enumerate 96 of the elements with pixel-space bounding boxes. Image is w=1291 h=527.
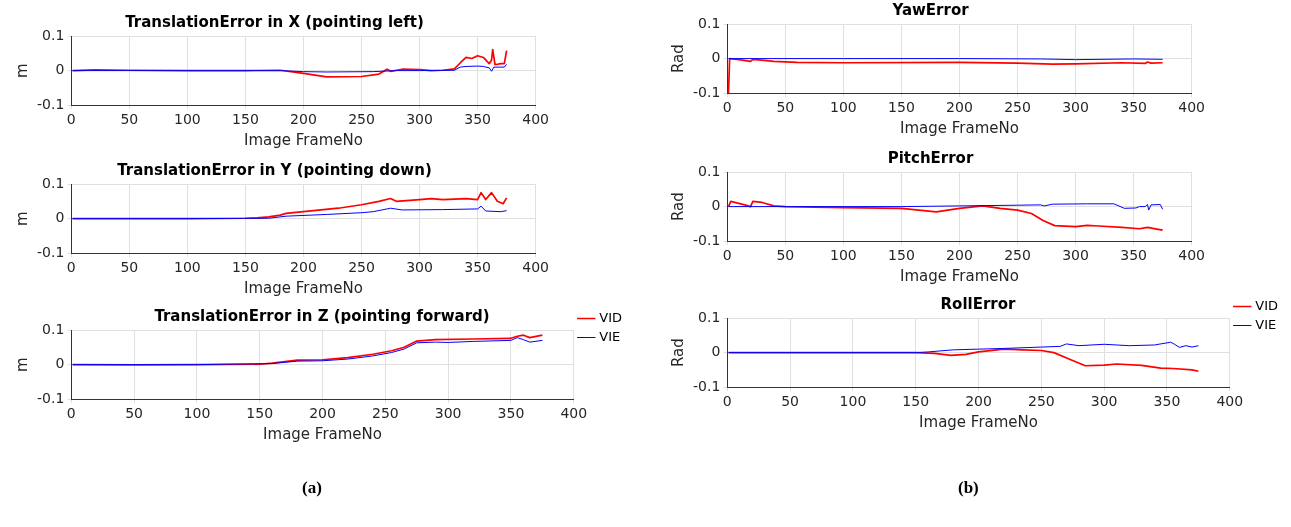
x-tick-label: 150 <box>888 99 915 116</box>
x-tick-label: 400 <box>560 405 588 422</box>
y-tick-label: 0 <box>55 355 65 372</box>
x-axis-title: Image FrameNo <box>244 278 363 297</box>
x-tick-label: 0 <box>722 393 732 410</box>
y-axis-title: m <box>12 63 31 78</box>
x-tick-label: 50 <box>781 393 800 410</box>
x-tick-label: 350 <box>1153 393 1181 410</box>
y-tick-label: -0.1 <box>692 83 721 100</box>
x-tick-label: 100 <box>174 111 201 128</box>
x-tick-label: 300 <box>1062 99 1089 116</box>
x-tick-label: 400 <box>1178 247 1206 264</box>
x-tick-label: 200 <box>946 99 973 116</box>
chart-title: TranslationError in Z (pointing forward) <box>154 306 490 325</box>
x-tick-label: 400 <box>522 259 550 276</box>
x-tick-label: 250 <box>348 111 375 128</box>
legend-label: VIE <box>1255 316 1277 332</box>
y-tick-label: -0.1 <box>692 377 721 394</box>
x-tick-label: 350 <box>497 405 525 422</box>
x-tick-label: 200 <box>965 393 992 410</box>
x-tick-label: 100 <box>183 405 211 422</box>
y-tick-label: 0 <box>711 49 721 66</box>
x-tick-label: 400 <box>1216 393 1244 410</box>
text: (b) <box>958 478 979 498</box>
x-axis-title: Image FrameNo <box>244 130 363 149</box>
y-tick-label: 0 <box>711 343 721 360</box>
x-tick-label: 200 <box>946 247 973 264</box>
x-tick-label: 250 <box>348 259 375 276</box>
x-tick-label: 400 <box>1178 99 1206 116</box>
y-axis-title: m <box>12 211 31 226</box>
x-axis-title: Image FrameNo <box>919 412 1038 431</box>
x-tick-label: 150 <box>232 111 259 128</box>
chart-title: YawError <box>891 0 970 19</box>
text: (a) <box>302 478 322 498</box>
x-tick-label: 300 <box>1062 247 1089 264</box>
y-tick-label: 0 <box>55 209 65 226</box>
x-axis-title: Image FrameNo <box>900 118 1019 137</box>
x-tick-label: 0 <box>66 259 76 276</box>
legend-label: VIE <box>599 328 621 344</box>
legend-label: VID <box>599 309 623 325</box>
x-tick-label: 100 <box>830 247 857 264</box>
x-tick-label: 100 <box>839 393 867 410</box>
y-tick-label: -0.1 <box>36 389 65 406</box>
x-tick-label: 100 <box>174 259 201 276</box>
y-tick-label: 0.1 <box>698 162 721 179</box>
x-tick-label: 350 <box>1120 99 1147 116</box>
chart-title: TranslationError in Y (pointing down) <box>117 160 432 179</box>
chart-title: RollError <box>940 294 1017 313</box>
x-tick-label: 350 <box>1120 247 1147 264</box>
x-tick-label: 0 <box>722 99 732 116</box>
y-tick-label: 0.1 <box>42 320 65 337</box>
x-tick-label: 200 <box>290 259 317 276</box>
x-axis-title: Image FrameNo <box>263 424 382 443</box>
x-tick-label: 50 <box>120 111 139 128</box>
x-tick-label: 0 <box>722 247 732 264</box>
x-tick-label: 150 <box>902 393 930 410</box>
x-tick-label: 150 <box>888 247 915 264</box>
x-tick-label: 300 <box>1090 393 1118 410</box>
x-tick-label: 0 <box>66 405 76 422</box>
x-axis-title: Image FrameNo <box>900 266 1019 285</box>
x-tick-label: 250 <box>1027 393 1055 410</box>
y-axis-title: m <box>12 357 31 372</box>
chart-title: TranslationError in X (pointing left) <box>125 12 424 31</box>
y-tick-label: 0.1 <box>698 14 721 31</box>
y-tick-label: 0 <box>711 197 721 214</box>
y-axis-title: Rad <box>668 338 687 368</box>
x-tick-label: 400 <box>522 111 550 128</box>
y-axis-title: Rad <box>668 44 687 74</box>
x-tick-label: 50 <box>125 405 144 422</box>
x-tick-label: 100 <box>830 99 857 116</box>
x-tick-label: 300 <box>406 111 433 128</box>
y-tick-label: -0.1 <box>36 95 65 112</box>
y-axis-title: Rad <box>668 192 687 222</box>
x-tick-label: 250 <box>371 405 399 422</box>
x-tick-label: 250 <box>1004 247 1031 264</box>
x-tick-label: 300 <box>406 259 433 276</box>
y-tick-label: -0.1 <box>36 243 65 260</box>
legend-label: VID <box>1255 297 1279 313</box>
x-tick-label: 350 <box>464 259 491 276</box>
y-tick-label: 0.1 <box>42 26 65 43</box>
y-tick-label: 0 <box>55 61 65 78</box>
x-tick-label: 50 <box>120 259 139 276</box>
x-tick-label: 250 <box>1004 99 1031 116</box>
x-tick-label: 300 <box>434 405 462 422</box>
x-tick-label: 150 <box>232 259 259 276</box>
y-tick-label: -0.1 <box>692 231 721 248</box>
x-tick-label: 150 <box>246 405 274 422</box>
y-tick-label: 0.1 <box>698 308 721 325</box>
x-tick-label: 0 <box>66 111 76 128</box>
x-tick-label: 50 <box>776 247 795 264</box>
chart-title: PitchError <box>887 148 974 167</box>
x-tick-label: 200 <box>309 405 336 422</box>
x-tick-label: 350 <box>464 111 491 128</box>
x-tick-label: 200 <box>290 111 317 128</box>
x-tick-label: 50 <box>776 99 795 116</box>
y-tick-label: 0.1 <box>42 174 65 191</box>
